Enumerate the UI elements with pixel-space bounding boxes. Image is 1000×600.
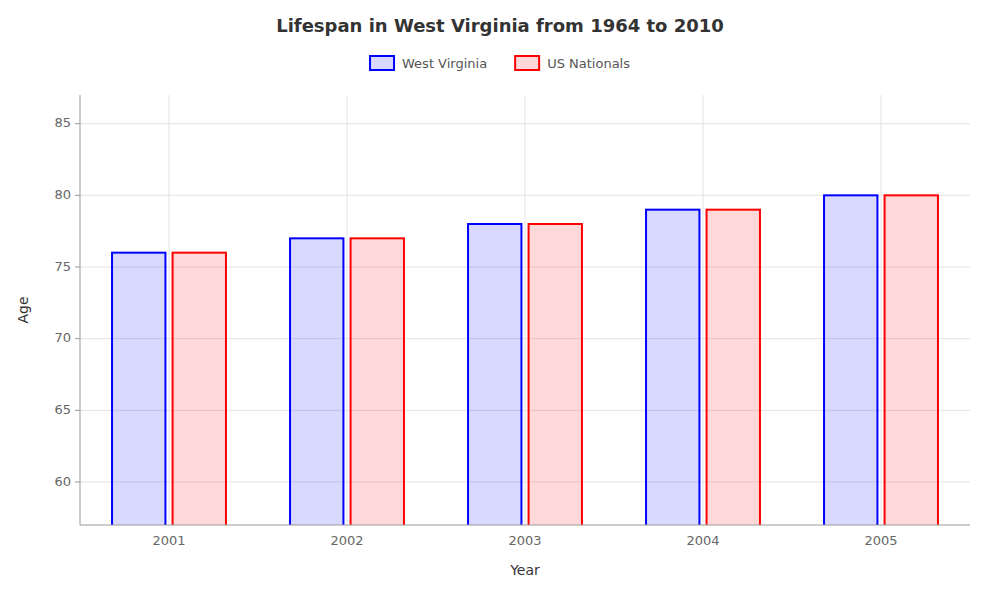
chart-svg: 60 65 70 75 80 85 2001 2002 2003 2004 2005 Year Age L… bbox=[0, 0, 1000, 600]
x-grid-line bbox=[347, 95, 348, 525]
y-tick bbox=[75, 338, 80, 339]
bar bbox=[468, 224, 521, 525]
x-grid-line bbox=[881, 95, 882, 525]
legend: West Virginia US Nationals bbox=[370, 56, 630, 71]
x-tick-label: 2004 bbox=[686, 533, 719, 548]
x-grid-line bbox=[703, 95, 704, 525]
bar bbox=[173, 253, 226, 525]
bar bbox=[112, 253, 165, 525]
y-tick bbox=[75, 123, 80, 124]
y-tick-label: 75 bbox=[54, 259, 71, 274]
bar bbox=[707, 210, 760, 525]
y-tick-label: 85 bbox=[54, 115, 71, 130]
y-tick-label: 65 bbox=[54, 402, 71, 417]
chart-container: 60 65 70 75 80 85 2001 2002 2003 2004 2005 Year Age L… bbox=[0, 0, 1000, 600]
legend-swatch bbox=[370, 56, 394, 70]
bar bbox=[351, 238, 404, 525]
y-tick-label: 80 bbox=[54, 187, 71, 202]
bars bbox=[112, 195, 938, 525]
x-tick-label: 2005 bbox=[864, 533, 897, 548]
x-axis-label: Year bbox=[509, 562, 540, 578]
legend-label: US Nationals bbox=[547, 56, 630, 71]
x-tick-label: 2001 bbox=[152, 533, 185, 548]
bar bbox=[824, 195, 877, 525]
legend-item: US Nationals bbox=[515, 56, 630, 71]
y-axis-line bbox=[80, 95, 81, 525]
bar bbox=[290, 238, 343, 525]
x-axis-line bbox=[80, 525, 970, 526]
x-grid-line bbox=[169, 95, 170, 525]
bar bbox=[646, 210, 699, 525]
x-tick-label: 2002 bbox=[330, 533, 363, 548]
title: Lifespan in West Virginia from 1964 to 2… bbox=[276, 15, 724, 36]
legend-item: West Virginia bbox=[370, 56, 487, 71]
y-tick-label: 60 bbox=[54, 474, 71, 489]
legend-swatch bbox=[515, 56, 539, 70]
legend-label: West Virginia bbox=[402, 56, 487, 71]
y-tick bbox=[75, 482, 80, 483]
y-axis-label: Age bbox=[15, 296, 31, 323]
y-tick bbox=[75, 195, 80, 196]
y-tick-label: 70 bbox=[54, 330, 71, 345]
y-tick bbox=[75, 267, 80, 268]
x-tick-label: 2003 bbox=[508, 533, 541, 548]
bar bbox=[885, 195, 938, 525]
bar bbox=[529, 224, 582, 525]
x-grid-line bbox=[525, 95, 526, 525]
y-tick bbox=[75, 410, 80, 411]
